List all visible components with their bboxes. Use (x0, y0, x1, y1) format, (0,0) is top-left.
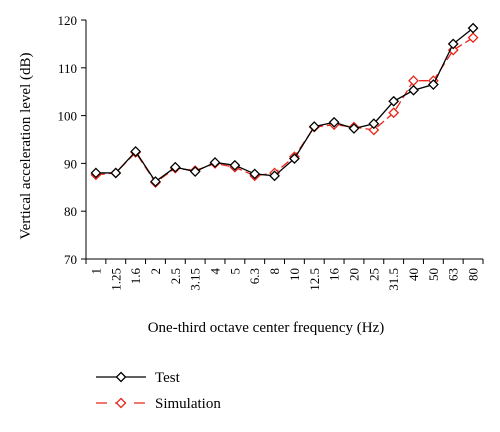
data-point-test (130, 146, 142, 157)
data-point-test (249, 168, 261, 180)
legend: Test Simulation (96, 370, 221, 412)
x-tick-label: 3.15 (188, 268, 203, 291)
series-test (90, 22, 479, 187)
x-tick-label: 1 (88, 268, 103, 275)
y-tick-label: 80 (64, 204, 77, 219)
x-tick-label: 31.5 (386, 268, 401, 291)
y-tick-label: 120 (58, 13, 78, 28)
data-point-test (229, 159, 241, 171)
x-tick-label: 63 (446, 268, 461, 281)
series-line-simulation (95, 37, 474, 184)
series-layer (90, 22, 479, 188)
data-point-test (189, 166, 201, 177)
x-tick-label: 4 (208, 268, 223, 275)
data-point-test (348, 123, 360, 134)
data-point-test (90, 167, 102, 179)
x-tick-label: 8 (267, 268, 282, 275)
legend-label: Simulation (155, 396, 221, 412)
data-point-simulation (467, 32, 479, 44)
chart-axes (85, 20, 483, 260)
legend-marker-swatch (115, 371, 127, 383)
y-tick-label: 90 (64, 156, 77, 171)
data-point-test (150, 176, 161, 187)
legend-item-simulation: Simulation (96, 396, 221, 412)
legend-marker-swatch (115, 397, 127, 409)
x-tick-label: 40 (406, 268, 421, 281)
x-tick-label: 16 (327, 268, 342, 282)
x-tick-label: 80 (466, 268, 481, 281)
x-tick-label: 2.5 (168, 268, 183, 284)
x-axis-ticks: 1 1.25 1.6 2 2.5 3.15 4 5 6.3 8 10 12.5 16 20 25 31.5 40… (85, 259, 484, 291)
x-tick-label: 1.25 (108, 268, 123, 291)
x-tick-label: 12.5 (307, 268, 322, 291)
data-point-test (328, 116, 340, 128)
legend-label: Test (155, 370, 181, 386)
y-axis-ticks: 70 80 90 100 110 120 (58, 13, 86, 267)
data-point-test (368, 118, 380, 130)
x-axis-label: One-third octave center frequency (Hz) (148, 320, 385, 336)
data-point-test (289, 153, 300, 165)
series-simulation (90, 32, 479, 188)
y-tick-label: 100 (58, 109, 78, 124)
legend-item-test: Test (96, 370, 181, 386)
x-tick-label: 50 (426, 268, 441, 281)
data-point-test (308, 121, 320, 133)
data-point-test (408, 84, 419, 96)
data-point-test (209, 157, 221, 168)
x-tick-label: 10 (287, 268, 302, 281)
x-tick-label: 2 (148, 268, 163, 275)
data-point-test (388, 95, 400, 107)
x-tick-label: 1.6 (128, 268, 143, 285)
data-point-simulation (368, 124, 380, 136)
data-point-test (447, 38, 459, 50)
x-tick-label: 5 (227, 268, 242, 275)
y-tick-label: 70 (64, 252, 77, 267)
x-tick-label: 25 (366, 268, 381, 281)
x-tick-label: 20 (346, 268, 361, 281)
data-point-simulation (388, 107, 400, 119)
data-point-test (269, 170, 280, 182)
data-point-test (110, 167, 122, 179)
series-line-test (95, 27, 474, 183)
data-point-test (169, 161, 181, 173)
data-point-test (467, 22, 479, 34)
data-point-test (427, 79, 439, 90)
x-tick-label: 6.3 (247, 268, 262, 284)
y-axis-label: Vertical acceleration level (dB) (18, 53, 34, 240)
data-point-simulation (408, 75, 419, 87)
y-tick-label: 110 (58, 61, 77, 76)
